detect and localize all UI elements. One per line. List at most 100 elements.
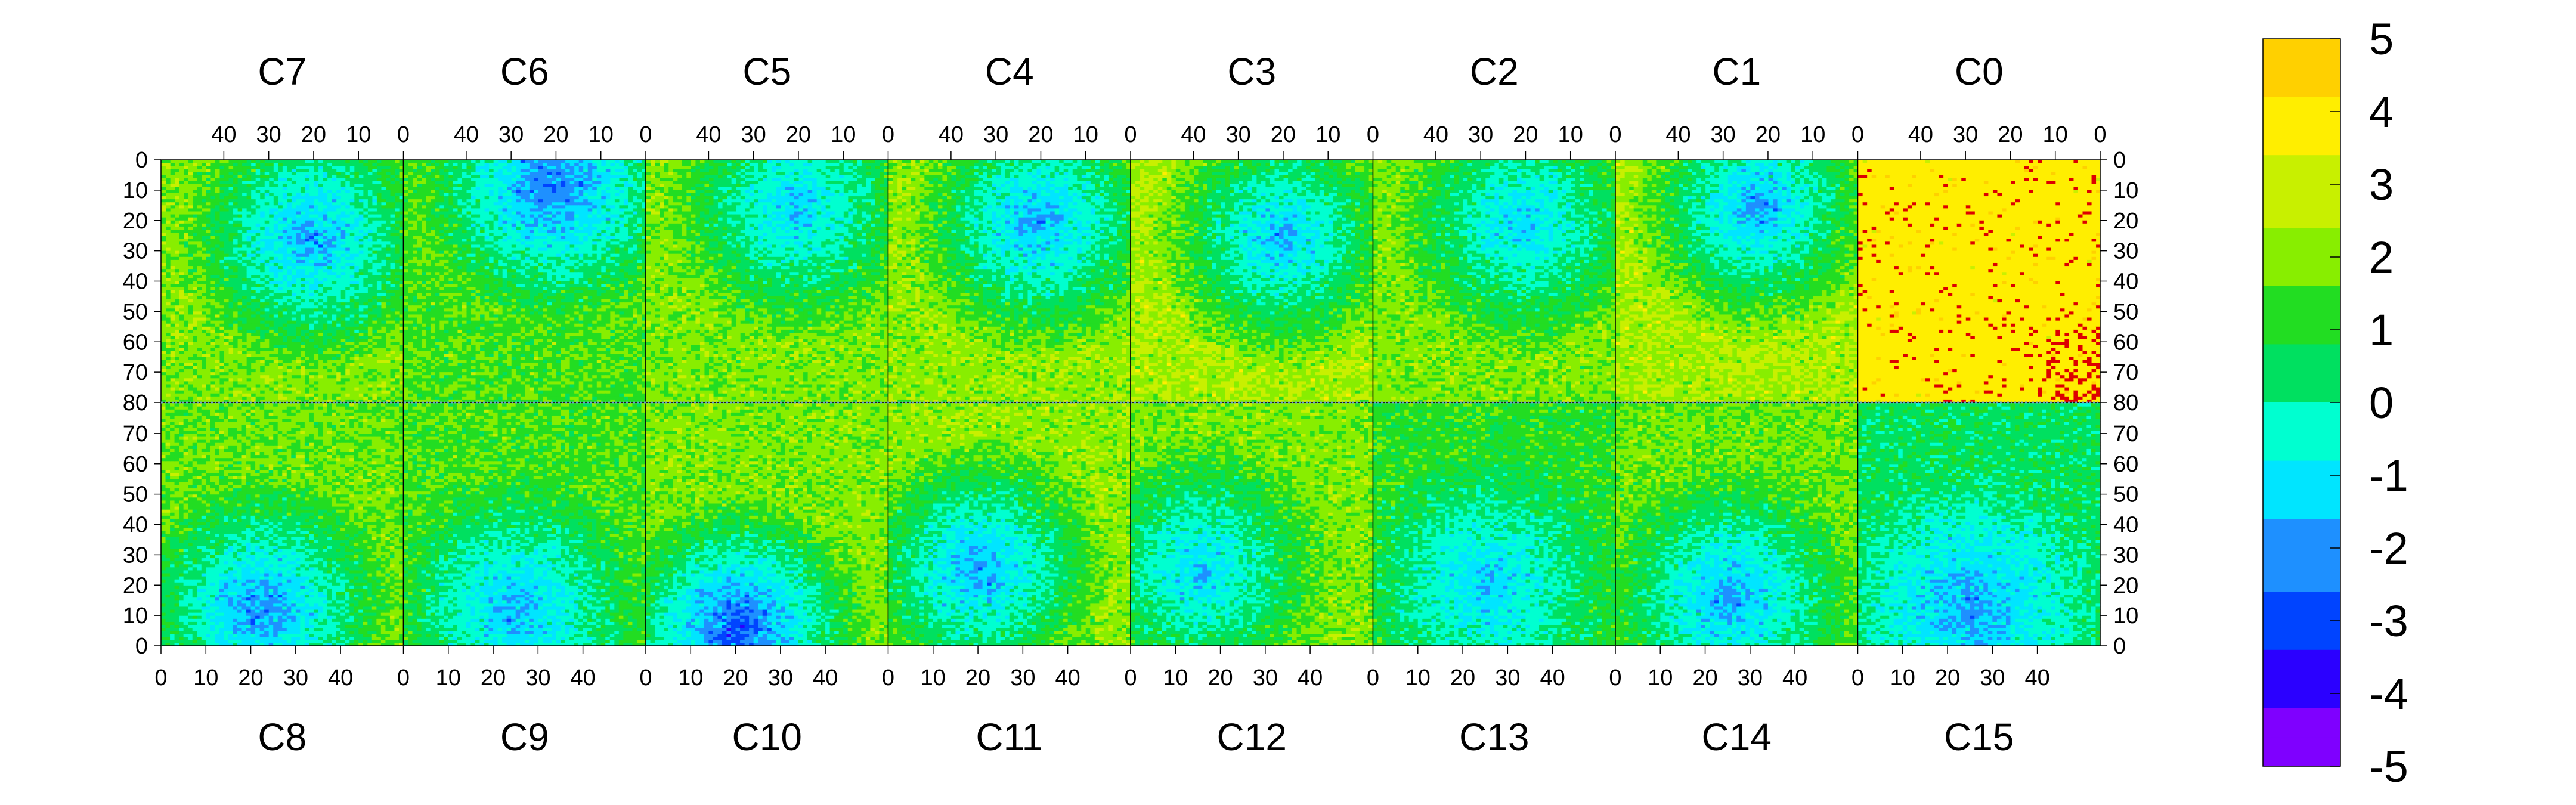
heatmap-cell [170,163,175,166]
heatmap-cell [219,190,224,194]
heatmap-cell [336,190,341,194]
heatmap-cell [358,224,363,227]
heatmap-cell [233,202,237,206]
heatmap-cell [358,172,363,175]
heatmap-cell [345,202,350,206]
heatmap-cell [184,215,188,218]
heatmap-cell [367,211,372,215]
heatmap-cell [372,221,377,224]
heatmap-cell [219,215,224,218]
heatmap-cell [336,178,341,182]
heatmap-cell [372,218,377,221]
heatmap-cell [309,181,314,185]
heatmap-cell [264,227,269,230]
heatmap-cell [376,205,381,209]
heatmap-cell [282,184,287,188]
heatmap-cell [170,224,175,227]
heatmap-cell [175,175,179,178]
heatmap-cell [260,184,265,188]
heatmap-cell [278,169,283,172]
heatmap-cell [332,230,336,233]
heatmap-cell [336,163,341,166]
heatmap-cell [332,169,336,172]
heatmap-cell [166,202,171,206]
heatmap-cell [175,190,179,194]
heatmap-cell [233,208,237,212]
heatmap-cell [166,169,171,172]
heatmap-cell [175,160,179,163]
heatmap-cell [175,227,179,230]
heatmap-cell [367,193,372,197]
heatmap-cell [332,187,336,191]
heatmap-cell [233,190,237,194]
heatmap-cell [278,202,283,206]
heatmap-cell [166,184,171,188]
heatmap-cell [367,160,372,163]
heatmap-cell [237,233,242,236]
heatmap-cell [318,202,323,206]
heatmap-cell [228,166,233,169]
heatmap-cell [193,218,197,221]
heatmap-cell [215,178,219,182]
heatmap-cell [358,218,363,221]
heatmap-cell [314,172,318,175]
heatmap-cell [354,172,359,175]
heatmap-cell [372,196,377,200]
heatmap-cell [291,178,296,182]
heatmap-cell [381,215,386,218]
heatmap-cell [305,169,309,172]
heatmap-cell [358,199,363,203]
heatmap-cell [197,221,202,224]
heatmap-cell [255,187,260,191]
heatmap-cell [300,199,305,203]
heatmap-cell [228,199,233,203]
heatmap-cell [202,169,206,172]
heatmap-cell [210,221,215,224]
heatmap-cell [251,166,256,169]
heatmap-cell [287,169,292,172]
heatmap-cell [363,205,368,209]
heatmap-cell [318,221,323,224]
heatmap-cell [287,178,292,182]
heatmap-cell [300,160,305,163]
heatmap-cell [300,233,305,236]
heatmap-cell [349,202,354,206]
heatmap-cell [264,221,269,224]
heatmap-cell [327,215,332,218]
heatmap-cell [197,193,202,197]
heatmap-cell [291,221,296,224]
heatmap-cell [349,181,354,185]
heatmap-cell [251,193,256,197]
heatmap-cell [323,160,327,163]
heatmap-cell [269,205,274,209]
heatmap-cell [255,221,260,224]
heatmap-cell [314,211,318,215]
heatmap-cell [354,224,359,227]
heatmap-cell [188,172,193,175]
heatmap-cell [228,169,233,172]
heatmap-cell [260,169,265,172]
heatmap-cell [385,202,390,206]
heatmap-cell [296,230,301,233]
heatmap-cell [224,166,228,169]
heatmap-cell [202,208,206,212]
heatmap-cell [345,193,350,197]
heatmap-cell [300,172,305,175]
heatmap-cell [188,187,193,191]
heatmap-cell [309,169,314,172]
heatmap-cell [269,163,274,166]
heatmap-cell [255,218,260,221]
heatmap-cell [210,205,215,209]
heatmap-cell [179,193,184,197]
heatmap-cell [184,175,188,178]
heatmap-cell [260,160,265,163]
heatmap-cell [318,169,323,172]
heatmap-cell [354,187,359,191]
heatmap-cell [363,221,368,224]
heatmap-cell [282,199,287,203]
heatmap-cell [336,224,341,227]
heatmap-cell [251,233,256,236]
heatmap-cell [318,208,323,212]
heatmap-cell [296,160,301,163]
heatmap-cell [363,230,368,233]
